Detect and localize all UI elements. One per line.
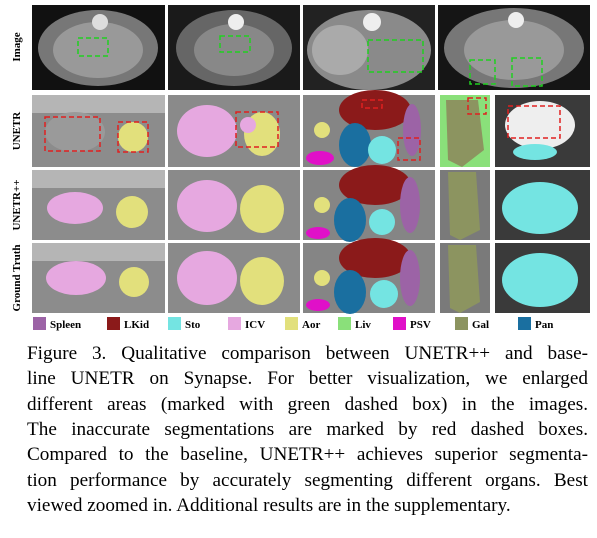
legend-swatch: [338, 317, 351, 330]
legend-swatch: [228, 317, 241, 330]
legend-label: ICV: [245, 319, 265, 331]
legend-label: Liv: [355, 319, 371, 331]
figure-panels: Image UNETR UNETR++ Ground Truth: [11, 5, 590, 331]
unetr-results: [32, 90, 590, 167]
caption-line: The inaccurate segmentations are marked …: [27, 418, 588, 440]
caption-line: different areas (marked with green dashe…: [27, 393, 588, 415]
ground-truth: [32, 238, 590, 314]
legend-swatch: [518, 317, 531, 330]
legend-label: LKid: [124, 319, 149, 331]
ct-images: [32, 5, 590, 90]
legend-swatch: [393, 317, 406, 330]
legend-swatch: [455, 317, 468, 330]
caption-line: Figure 3. Qualitative comparison between…: [27, 343, 588, 364]
legend-label: Spleen: [50, 319, 81, 331]
row-label: UNETR++: [11, 179, 23, 230]
legend-swatch: [33, 317, 46, 330]
legend-swatch: [285, 317, 298, 330]
caption-line: viewed zoomed in. Additional results are…: [27, 494, 511, 516]
legend-swatch: [168, 317, 181, 330]
caption-line: tion performance by accurately segmentin…: [27, 469, 588, 491]
row-label: Image: [11, 32, 23, 61]
caption-line: line UNETR on Synapse. For better visual…: [27, 368, 588, 390]
legend-swatch: [107, 317, 120, 330]
legend-label: Gal: [472, 319, 489, 331]
unetrpp-results: [32, 165, 590, 242]
legend-label: Sto: [185, 319, 201, 331]
caption-line: Compared to the baseline, UNETR++ achiev…: [27, 444, 588, 466]
legend-label: PSV: [410, 319, 431, 331]
row-label: UNETR: [11, 111, 23, 151]
legend-label: Pan: [535, 319, 553, 331]
row-label: Ground Truth: [11, 245, 23, 312]
legend-label: Aor: [302, 319, 320, 331]
